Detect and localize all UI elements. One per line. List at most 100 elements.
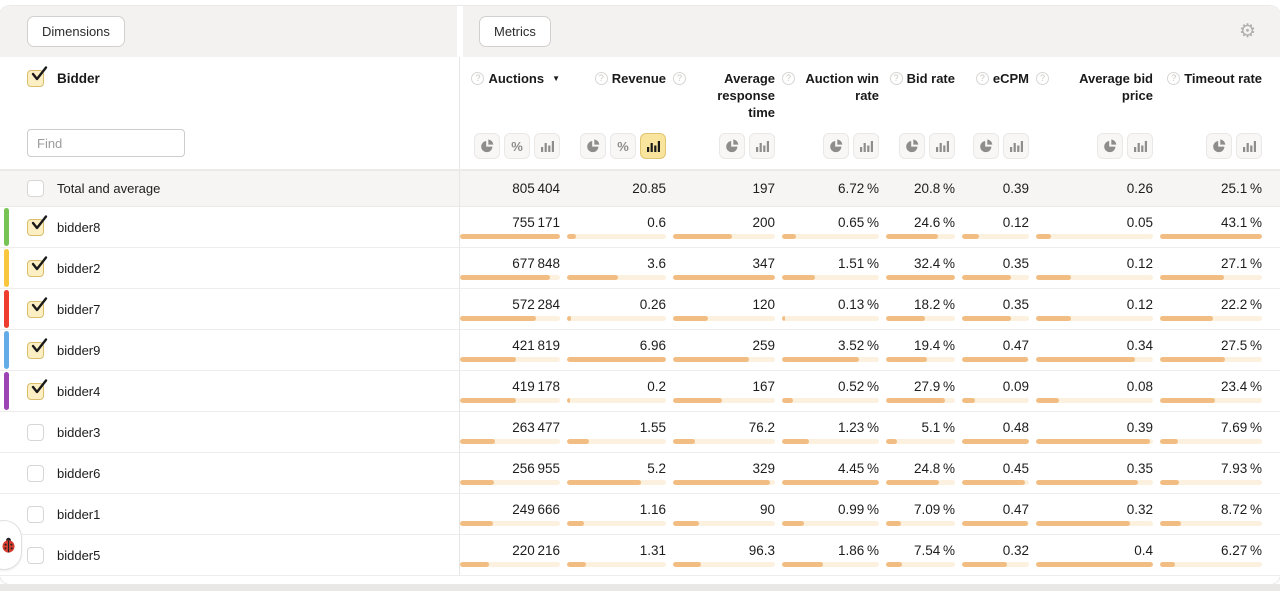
metric-cell: 3.6 [567, 248, 673, 288]
metric-bar-fill [460, 521, 494, 526]
help-icon[interactable]: ? [471, 72, 485, 85]
help-icon[interactable]: ? [889, 72, 903, 85]
display-mode-toggles [1036, 133, 1160, 159]
row-checkbox[interactable] [27, 255, 48, 277]
metric-bar [1160, 316, 1262, 321]
metric-bar-fill [567, 439, 590, 444]
row-label: bidder4 [57, 383, 101, 399]
column-header-label: Revenue [611, 71, 666, 86]
metric-bar-fill [1036, 275, 1072, 280]
metrics-button[interactable]: Metrics [479, 16, 551, 47]
bars-toggle-icon[interactable] [1003, 133, 1029, 159]
metric-value: 0.12 [1126, 297, 1153, 312]
row-label: bidder8 [57, 219, 101, 235]
metric-value: 0.4 [1134, 543, 1153, 558]
percent-toggle-icon[interactable]: % [504, 133, 530, 159]
metric-value: 1.31 [639, 543, 666, 558]
pie-toggle-icon[interactable] [580, 133, 606, 159]
column-header-label: Average response time [717, 71, 775, 121]
pie-toggle-icon[interactable] [973, 133, 999, 159]
row-checkbox[interactable] [27, 180, 44, 197]
metric-value: 0.99 % [838, 502, 879, 517]
help-icon[interactable]: ? [594, 72, 608, 85]
bars-toggle-icon[interactable] [853, 133, 879, 159]
metric-bar-fill [460, 316, 536, 321]
column-header[interactable]: ? Revenue [567, 70, 673, 121]
table-row: bidder4 419 178 0.2 167 0.52 % 27.9 % 0.09 0.0… [0, 371, 1280, 412]
bars-toggle-icon[interactable] [929, 133, 955, 159]
bars-toggle-icon[interactable] [1236, 133, 1262, 159]
metric-bar-fill [567, 357, 666, 362]
metric-bar-fill [460, 357, 516, 362]
metric-cell: 7.54 % [886, 535, 962, 575]
metric-bar-fill [886, 398, 946, 403]
help-icon[interactable]: ? [782, 72, 795, 85]
metric-bar [886, 521, 955, 526]
row-checkbox[interactable] [27, 337, 48, 359]
metric-value: 5.2 [647, 461, 666, 476]
metric-bar [886, 398, 955, 403]
find-input[interactable] [27, 129, 185, 157]
metric-bar [1160, 439, 1262, 444]
metric-bar-fill [673, 480, 770, 485]
metric-value: 22.2 % [1221, 297, 1262, 312]
metric-bar-fill [782, 234, 797, 239]
metric-bar [1036, 521, 1153, 526]
bug-report-tab[interactable] [0, 520, 22, 570]
sort-desc-icon: ▼ [552, 74, 560, 83]
row-checkbox[interactable] [27, 505, 44, 523]
metric-cell: 249 666 [460, 494, 567, 534]
metrics-header-row: ? Auctions ▼? Revenue? Average response time… [460, 70, 1269, 121]
dimensions-button[interactable]: Dimensions [27, 16, 125, 47]
pie-toggle-icon[interactable] [1097, 133, 1123, 159]
pie-toggle-icon[interactable] [719, 133, 745, 159]
column-header[interactable]: ? Average bid price [1036, 70, 1160, 121]
metric-bar [567, 357, 666, 362]
row-checkbox[interactable] [27, 423, 44, 441]
metric-bar [1036, 275, 1153, 280]
row-checkbox[interactable] [27, 378, 48, 400]
bars-toggle-icon[interactable] [1127, 133, 1153, 159]
column-header[interactable]: ? eCPM [962, 70, 1036, 121]
metric-value: 0.39 [1002, 181, 1029, 196]
row-checkbox[interactable] [27, 214, 48, 236]
pie-toggle-icon[interactable] [1206, 133, 1232, 159]
metric-cell: 7.69 % [1160, 412, 1269, 452]
bars-toggle-icon[interactable] [534, 133, 560, 159]
row-checkbox[interactable] [27, 464, 44, 482]
metric-cell: 0.99 % [782, 494, 886, 534]
metric-value: 20.8 % [914, 181, 955, 196]
percent-toggle-icon[interactable]: % [610, 133, 636, 159]
metric-value: 32.4 % [914, 256, 955, 271]
metric-bar-fill [782, 439, 809, 444]
metric-bar [460, 562, 560, 567]
metric-value: 7.54 % [914, 543, 955, 558]
metric-bar-fill [1160, 562, 1175, 567]
pie-toggle-icon[interactable] [823, 133, 849, 159]
column-header[interactable]: ? Average response time [673, 70, 782, 121]
column-header[interactable]: ? Auctions ▼ [460, 70, 567, 121]
metric-value: 0.12 [1002, 215, 1029, 230]
bars-toggle-icon[interactable] [749, 133, 775, 159]
column-header[interactable]: ? Auction win rate [782, 70, 886, 121]
metric-cell: 0.45 [962, 453, 1036, 493]
bars-toggle-icon[interactable] [640, 133, 666, 159]
dimensions-header: Bidder [0, 57, 460, 169]
pie-toggle-icon[interactable] [474, 133, 500, 159]
metric-bar [782, 439, 879, 444]
bidder-dimension-checkbox[interactable] [27, 66, 48, 87]
row-checkbox[interactable] [27, 296, 48, 318]
column-header[interactable]: ? Bid rate [886, 70, 962, 121]
metric-bar-fill [886, 234, 939, 239]
metric-cell: 1.23 % [782, 412, 886, 452]
help-icon[interactable]: ? [1167, 72, 1181, 85]
column-header[interactable]: ? Timeout rate [1160, 70, 1269, 121]
metric-value: 197 [752, 181, 775, 196]
row-checkbox[interactable] [27, 546, 44, 564]
pie-toggle-icon[interactable] [899, 133, 925, 159]
help-icon[interactable]: ? [975, 72, 989, 85]
metric-bar-fill [1160, 275, 1225, 280]
help-icon[interactable]: ? [1036, 72, 1049, 85]
gear-icon[interactable]: ⚙ [1238, 21, 1256, 42]
help-icon[interactable]: ? [673, 72, 686, 85]
